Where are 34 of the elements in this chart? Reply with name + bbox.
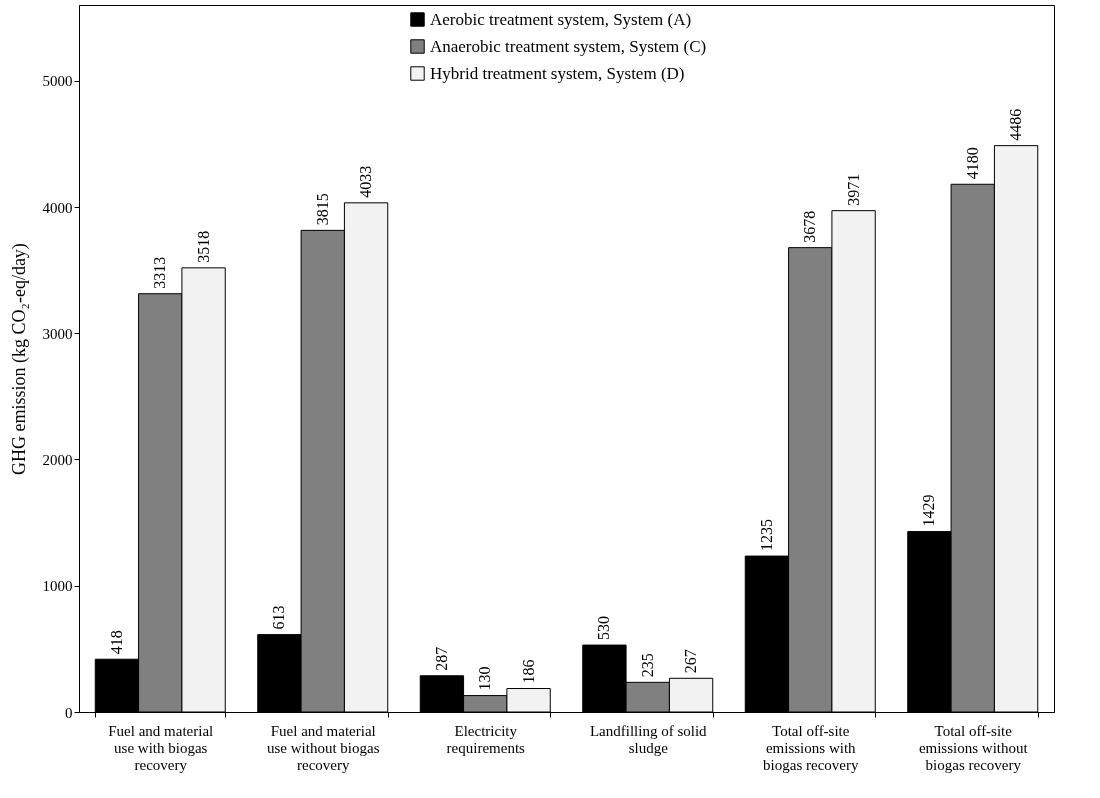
x-tick-label: Electricity requirements [446, 722, 526, 756]
data-label: 3678 [801, 210, 819, 243]
y-axis-title: GHG emission (kg CO₂-eq/day) [8, 243, 30, 475]
data-label: 3971 [844, 173, 862, 206]
data-label: 267 [682, 649, 700, 674]
y-tick-label: 2000 [42, 452, 73, 468]
y-tick-label: 4000 [42, 199, 73, 216]
legend-label: Aerobic treatment system, System (A) [430, 9, 692, 29]
data-label: 235 [638, 653, 656, 678]
data-label: 3313 [151, 256, 169, 289]
data-label: 3815 [313, 193, 331, 226]
data-label: 4180 [963, 147, 981, 180]
x-tick-label: Landfilling of solid sludge [589, 722, 708, 756]
data-label: 3518 [194, 230, 212, 263]
y-tick-label: 1000 [42, 578, 73, 595]
data-label: 4033 [357, 165, 375, 198]
data-label: 1429 [920, 494, 938, 527]
y-tick-label: 3000 [42, 325, 73, 342]
x-tick-label: Fuel and material use with biogas recovery [108, 722, 214, 773]
data-label: 186 [519, 659, 537, 684]
data-label: 613 [270, 605, 288, 630]
x-tick-label: Fuel and material use without biogas recovery [267, 722, 380, 773]
y-tick-label: 5000 [42, 73, 73, 90]
data-label: 4486 [1007, 108, 1025, 141]
data-label: 287 [432, 646, 450, 671]
legend-label: Anaerobic treatment system, System (C) [430, 36, 707, 56]
data-label: 530 [595, 616, 613, 641]
x-tick-label: Total off-site emissions without biogas recovery [918, 722, 1029, 773]
y-tick-label: 0 [65, 704, 73, 721]
legend-label: Hybrid treatment system, System (D) [430, 63, 685, 83]
data-label: 1235 [757, 519, 775, 552]
data-label: 418 [107, 630, 125, 655]
data-label: 130 [476, 666, 494, 691]
x-tick-label: Total off-site emissions with biogas recovery [763, 722, 859, 773]
